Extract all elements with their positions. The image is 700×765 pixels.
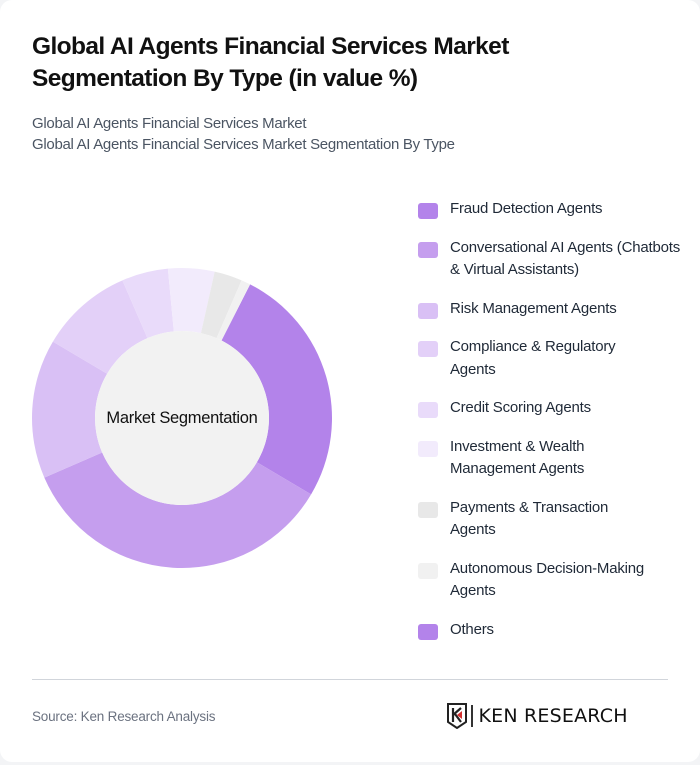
ken-research-logo: KEN RESEARCH [447, 703, 628, 729]
donut-slice[interactable] [52, 280, 148, 374]
legend-item[interactable]: Risk Management Agents [418, 298, 688, 321]
legend-item[interactable]: Credit Scoring Agents [418, 397, 688, 420]
donut-slice[interactable] [122, 268, 174, 339]
ken-research-shield-icon [447, 703, 467, 729]
chart-legend: Fraud Detection Agents Conversational AI … [418, 198, 688, 657]
source-note: Source: Ken Research Analysis [32, 709, 216, 724]
legend-item[interactable]: Compliance & Regulatory Agents [418, 336, 688, 381]
donut-chart: Market Segmentation [30, 266, 334, 570]
subtitle-line-2: Global AI Agents Financial Services Mark… [32, 136, 455, 153]
legend-item[interactable]: Payments & Transaction Agents [418, 497, 688, 542]
legend-label: Credit Scoring Agents [450, 399, 591, 416]
legend-item[interactable]: Conversational AI Agents (Chatbots & Vir… [418, 237, 688, 282]
legend-item[interactable]: Others [418, 619, 688, 642]
subtitle: Global AI Agents Financial Services Mark… [32, 113, 632, 155]
subtitle-line-1: Global AI Agents Financial Services Mark… [32, 115, 307, 132]
legend-swatch [418, 501, 438, 518]
legend-label: Risk Management Agents [450, 299, 617, 317]
donut-slice[interactable] [167, 268, 215, 334]
legend-swatch [418, 440, 438, 457]
legend-swatch [418, 302, 438, 319]
legend-swatch [418, 341, 438, 357]
logo-separator [471, 705, 473, 727]
donut-slice[interactable] [216, 280, 251, 341]
legend-swatch [418, 241, 438, 258]
logo-text: KEN RESEARCH [478, 705, 628, 727]
footer-divider [32, 679, 668, 680]
page-title: Global AI Agents Financial Services Mark… [32, 33, 509, 92]
donut-svg [32, 268, 332, 568]
donut-slice[interactable] [44, 452, 312, 568]
donut-slice[interactable] [200, 271, 242, 339]
legend-swatch [418, 203, 438, 219]
donut-hole [95, 331, 269, 505]
legend-swatch [418, 402, 438, 418]
legend-swatch [418, 562, 438, 579]
legend-swatch [418, 623, 438, 640]
legend-item[interactable]: Autonomous Decision-Making Agents [418, 558, 688, 603]
legend-label: Fraud Detection Agents [450, 200, 603, 217]
donut-slice[interactable] [221, 284, 332, 495]
legend-label: Payments & Transaction Agents [450, 498, 609, 539]
donut-center-label: Market Segmentation [106, 408, 258, 427]
legend-label: Others [450, 620, 494, 638]
legend-label: Investment & Wealth Management Agents [450, 437, 585, 478]
legend-label: Compliance & Regulatory Agents [450, 338, 616, 378]
legend-label: Conversational AI Agents (Chatbots & Vir… [450, 238, 681, 279]
donut-slice[interactable] [32, 341, 108, 478]
legend-label: Autonomous Decision-Making Agents [450, 559, 645, 600]
legend-item[interactable]: Investment & Wealth Management Agents [418, 436, 688, 481]
legend-item[interactable]: Fraud Detection Agents [418, 198, 688, 221]
